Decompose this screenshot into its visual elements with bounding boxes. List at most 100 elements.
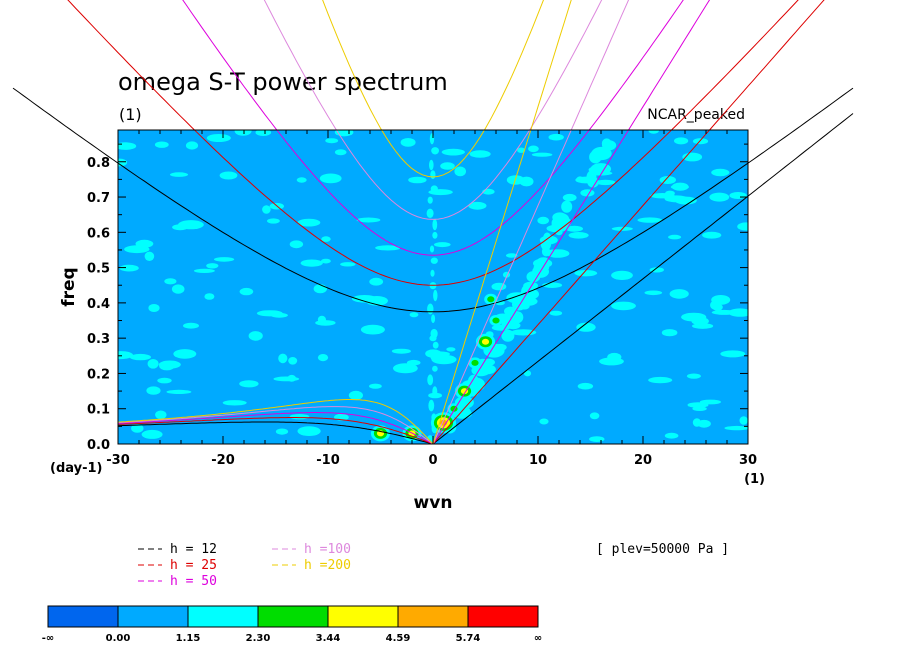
noise-blob bbox=[495, 300, 505, 306]
colorbar: -∞ 0.00 1.15 2.30 3.44 4.59 5.74 ∞ bbox=[42, 605, 542, 644]
noise-blob bbox=[427, 374, 434, 386]
legend-label: h = 12 bbox=[170, 542, 217, 557]
noise-blob bbox=[702, 231, 722, 239]
noise-blob bbox=[193, 268, 215, 273]
noise-blob bbox=[458, 406, 471, 417]
kelvin-curve-h200 bbox=[432, 0, 572, 445]
noise-blob bbox=[692, 138, 709, 145]
gravity-curve-h12 bbox=[12, 87, 854, 313]
noise-blob bbox=[297, 426, 321, 436]
noise-blob bbox=[267, 218, 280, 224]
noise-blob bbox=[185, 141, 199, 150]
gravity-curve-h200 bbox=[322, 0, 544, 178]
noise-blob bbox=[709, 192, 730, 202]
noise-blob bbox=[124, 245, 150, 254]
x-tick-label: -20 bbox=[211, 453, 235, 468]
noise-blob bbox=[686, 373, 701, 379]
colorbar-swatch bbox=[47, 605, 119, 628]
noise-blob bbox=[692, 323, 714, 329]
noise-blob bbox=[118, 142, 137, 150]
legend-label: h = 25 bbox=[170, 558, 217, 573]
noise-blob bbox=[432, 365, 438, 372]
noise-blob bbox=[129, 353, 151, 361]
chart-title: omega S-T power spectrum bbox=[118, 68, 448, 96]
noise-blob bbox=[296, 177, 307, 183]
noise-blob bbox=[607, 352, 622, 362]
noise-blob bbox=[729, 192, 747, 199]
chart-subtitle-right: NCAR_peaked bbox=[647, 107, 745, 123]
noise-blob bbox=[724, 425, 748, 431]
noise-blob bbox=[664, 432, 679, 439]
noise-blob bbox=[711, 168, 730, 177]
noise-blob bbox=[720, 350, 746, 358]
x-tick-label: 10 bbox=[529, 453, 547, 468]
noise-blob bbox=[204, 293, 215, 300]
noise-blob bbox=[319, 173, 342, 184]
y-tick-label: 0.5 bbox=[87, 262, 110, 277]
noise-blob bbox=[356, 217, 381, 223]
noise-blob bbox=[637, 217, 663, 223]
noise-blob bbox=[546, 224, 568, 233]
rossby-curve-h12 bbox=[117, 421, 434, 445]
noise-blob bbox=[545, 249, 564, 255]
noise-blob bbox=[430, 257, 438, 264]
noise-blob bbox=[159, 361, 175, 371]
noise-blob bbox=[568, 232, 589, 239]
noise-blob bbox=[548, 133, 564, 141]
spectral-peak bbox=[471, 359, 479, 366]
noise-blob bbox=[214, 257, 235, 262]
noise-blob bbox=[431, 354, 457, 365]
noise-blob bbox=[146, 386, 161, 395]
noise-blob bbox=[248, 331, 263, 341]
noise-blob bbox=[325, 138, 339, 144]
noise-blob bbox=[668, 234, 682, 240]
legend-label: h =100 bbox=[304, 542, 351, 557]
noise-blob bbox=[665, 190, 675, 196]
noise-blob bbox=[576, 322, 596, 332]
noise-blob bbox=[393, 363, 418, 374]
rossby-curve-h100 bbox=[117, 406, 434, 445]
noise-blob bbox=[674, 137, 689, 145]
noise-blob bbox=[391, 348, 411, 354]
noise-blob bbox=[589, 412, 600, 420]
colorbar-label: ∞ bbox=[534, 633, 542, 644]
noise-blob bbox=[278, 353, 288, 364]
noise-blob bbox=[144, 251, 155, 261]
noise-blob bbox=[148, 304, 160, 312]
noise-blob bbox=[430, 185, 438, 193]
noise-blob bbox=[562, 193, 577, 202]
colorbar-swatch bbox=[327, 605, 399, 628]
noise-blob bbox=[533, 263, 550, 272]
spectral-peak bbox=[481, 338, 490, 345]
noise-blob bbox=[675, 196, 697, 205]
noise-blob bbox=[692, 418, 702, 427]
x-axis-ticks: -30 -20 -10 0 10 20 30 bbox=[106, 130, 757, 468]
noise-blob bbox=[552, 212, 568, 223]
x-tick-label: 0 bbox=[428, 453, 437, 468]
noise-blob bbox=[289, 414, 310, 420]
noise-blob bbox=[206, 263, 219, 269]
spectral-peak bbox=[576, 176, 584, 183]
noise-blob bbox=[577, 382, 594, 390]
x-tick-label: 20 bbox=[634, 453, 652, 468]
noise-blob bbox=[408, 176, 427, 184]
x-tick-label: 30 bbox=[739, 453, 757, 468]
y-tick-label: 0.2 bbox=[87, 367, 110, 382]
noise-blob bbox=[164, 278, 177, 285]
noise-blob bbox=[429, 245, 435, 253]
noise-blob bbox=[275, 428, 289, 435]
noise-blob bbox=[206, 134, 231, 142]
noise-blob bbox=[157, 377, 172, 384]
legend-label: h = 50 bbox=[170, 574, 217, 589]
noise-blob bbox=[648, 130, 659, 134]
noise-blob bbox=[171, 284, 185, 294]
noise-blob bbox=[669, 289, 689, 299]
noise-blob bbox=[141, 429, 163, 439]
chart-subtitle-left: (1) bbox=[119, 105, 142, 124]
x-units-label: (1) bbox=[744, 472, 765, 487]
rossby-curve-h25 bbox=[117, 417, 434, 445]
noise-blob bbox=[118, 158, 128, 167]
gravity-curve-h50 bbox=[182, 0, 684, 256]
